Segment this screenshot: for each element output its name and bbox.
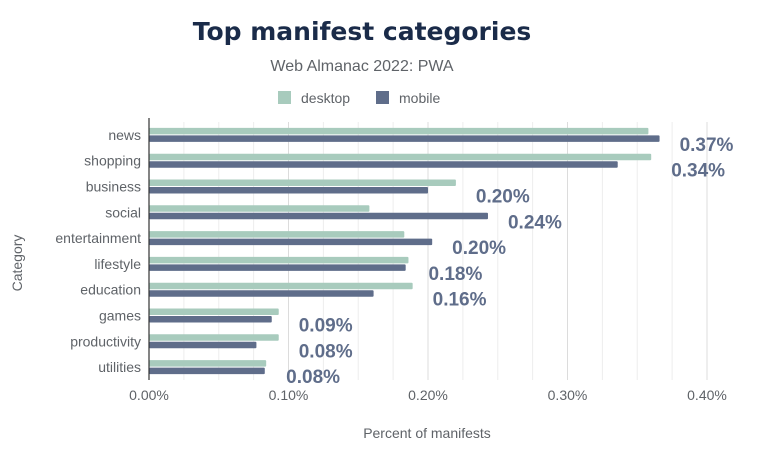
x-tick-label: 0.40% [687, 387, 727, 403]
category-label: news [108, 127, 141, 143]
legend: desktop mobile [278, 90, 440, 106]
x-tick-label: 0.20% [408, 387, 448, 403]
category-label: entertainment [55, 230, 141, 246]
category-label: productivity [70, 333, 141, 349]
x-tick-labels: 0.00% 0.10% 0.20% 0.30% 0.40% [129, 387, 727, 403]
legend-label-mobile: mobile [399, 90, 440, 106]
category-label: social [105, 204, 141, 220]
x-tick-label: 0.10% [269, 387, 309, 403]
bar-desktop-business [149, 179, 456, 186]
data-label: 0.09% [299, 316, 353, 337]
chart-title: Top manifest categories [192, 17, 532, 46]
bar-desktop-shopping [149, 153, 652, 161]
bar-mobile-games [149, 316, 272, 323]
y-axis-label: Category [9, 235, 25, 292]
data-label: 0.34% [671, 161, 725, 182]
data-label: 0.20% [476, 187, 530, 208]
category-label: business [86, 179, 141, 195]
bar-mobile-education [149, 290, 374, 297]
bar-mobile-social [149, 212, 488, 220]
bar-desktop-games [149, 308, 279, 315]
data-label: 0.16% [433, 290, 487, 311]
category-label: education [80, 282, 141, 298]
category-label: lifestyle [94, 256, 141, 272]
category-label: games [99, 308, 141, 324]
legend-label-desktop: desktop [301, 90, 350, 106]
legend-swatch-desktop [278, 91, 291, 104]
data-label: 0.18% [428, 264, 482, 285]
bar-desktop-productivity [149, 334, 279, 341]
bar-mobile-utilities [149, 367, 265, 375]
bar-mobile-lifestyle [149, 264, 406, 271]
bar-mobile-entertainment [149, 238, 433, 246]
bar-mobile-news [149, 135, 660, 142]
category-label: shopping [84, 153, 141, 169]
data-label: 0.37% [680, 135, 734, 156]
x-axis-label: Percent of manifests [363, 425, 491, 441]
bar-desktop-news [149, 127, 649, 135]
bar-desktop-entertainment [149, 231, 405, 238]
data-label: 0.20% [452, 238, 506, 259]
gridlines [183, 122, 708, 380]
bar-desktop-utilities [149, 360, 267, 367]
category-label: utilities [98, 359, 141, 375]
data-label: 0.24% [508, 212, 562, 233]
data-labels: 0.37%0.34%0.20%0.24%0.20%0.18%0.16%0.09%… [286, 135, 733, 388]
category-labels: news shopping business social entertainment l… [55, 127, 141, 375]
bar-desktop-education [149, 282, 413, 290]
bars [149, 127, 660, 375]
data-label: 0.08% [299, 341, 353, 362]
bar-mobile-shopping [149, 161, 618, 168]
data-label: 0.08% [286, 367, 340, 388]
bar-desktop-social [149, 205, 370, 212]
bar-mobile-business [149, 187, 428, 194]
x-tick-label: 0.00% [129, 387, 169, 403]
bar-mobile-productivity [149, 341, 257, 349]
x-tick-label: 0.30% [548, 387, 588, 403]
bar-desktop-lifestyle [149, 256, 409, 264]
chart-subtitle: Web Almanac 2022: PWA [270, 58, 454, 75]
legend-swatch-mobile [376, 91, 389, 104]
